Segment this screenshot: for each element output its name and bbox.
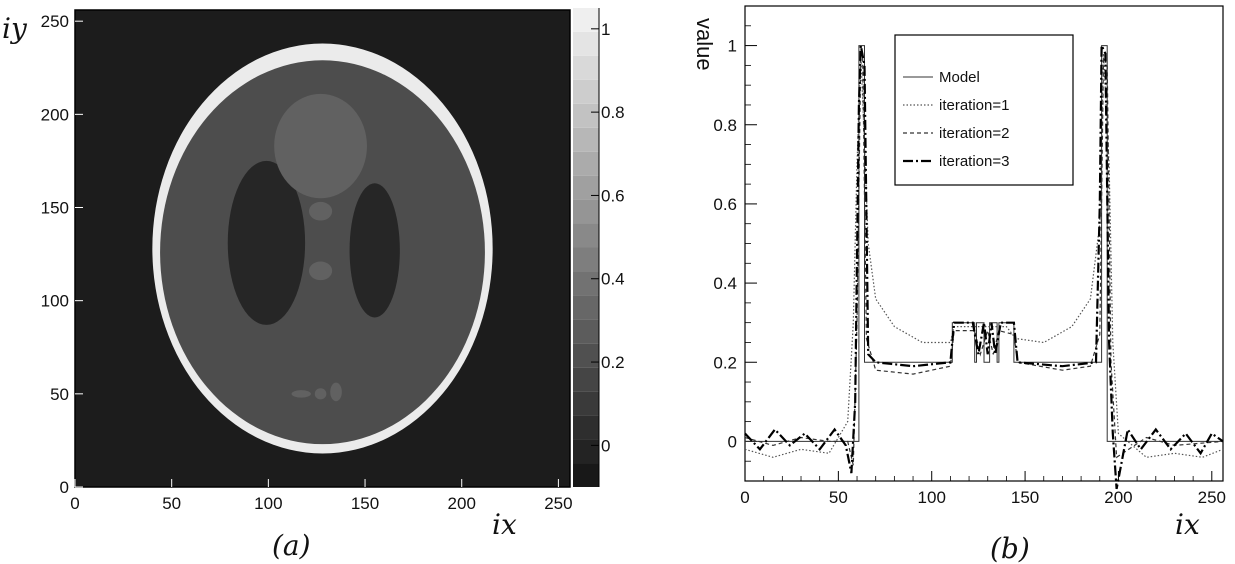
- line-x-tick-label: 150: [1011, 488, 1039, 507]
- colorbar-segment: [573, 175, 599, 200]
- colorbar-segment: [573, 151, 599, 176]
- colorbar-segment: [573, 79, 599, 104]
- heatmap-x-tick-label: 200: [448, 494, 476, 513]
- line-x-tick-label: 50: [829, 488, 848, 507]
- heatmap-xlabel: ix: [492, 508, 517, 541]
- series-line-4: [744, 45, 1224, 490]
- heatmap-feature-8: [314, 388, 327, 400]
- colorbar-segment: [573, 223, 599, 248]
- heatmap-y-tick-label: 200: [41, 105, 69, 124]
- series-line-3: [744, 53, 1224, 466]
- heatmap-feature-3: [349, 183, 400, 318]
- line-xlabel: ix: [1175, 508, 1200, 541]
- colorbar-segment: [573, 31, 599, 56]
- colorbar-segment: [573, 439, 599, 464]
- colorbar-tick-label: 0: [601, 436, 610, 455]
- line-x-ticks: 0 50 100 150 200 250: [740, 471, 1226, 507]
- heatmap-ylabel: iy: [2, 12, 28, 45]
- line-y-tick-label: 0: [728, 432, 737, 451]
- colorbar-tick-label: 0.6: [601, 186, 625, 205]
- line-ylabel: value: [692, 18, 717, 71]
- heatmap-feature-5: [308, 201, 333, 221]
- line-y-tick-label: 1: [728, 37, 737, 56]
- heatmap-feature-4: [274, 93, 367, 199]
- heatmap-y-ticks: 0 50 100 150 200 250: [41, 12, 83, 497]
- heatmap-shapes: [152, 43, 493, 454]
- colorbar-segment: [573, 415, 599, 440]
- heatmap-y-tick-label: 150: [41, 199, 69, 218]
- colorbar-segment: [573, 391, 599, 416]
- line-y-tick-label: 0.8: [713, 116, 737, 135]
- line-y-tick-label: 0.4: [713, 274, 737, 293]
- heatmap-y-tick-label: 50: [50, 385, 69, 404]
- legend-items: Model iteration=1 iteration=2 iteration=3: [903, 69, 1009, 170]
- heatmap-feature-7: [291, 390, 311, 398]
- heatmap-x-ticks: 0 50 100 150 200 250: [70, 479, 573, 513]
- heatmap-x-tick-label: 250: [544, 494, 572, 513]
- legend-label: iteration=3: [939, 153, 1009, 170]
- colorbar-segment: [573, 295, 599, 320]
- heatmap-x-tick-label: 150: [351, 494, 379, 513]
- colorbar-segment: [573, 343, 599, 368]
- heatmap-feature-1: [160, 60, 485, 445]
- line-x-tick-label: 0: [740, 488, 749, 507]
- colorbar-segment: [573, 103, 599, 128]
- heatmap-y-tick-label: 250: [41, 12, 69, 31]
- colorbar-tick-label: 0.2: [601, 353, 625, 372]
- colorbar-segment: [573, 271, 599, 296]
- line-y-ticks: 0 0.2 0.4 0.6 0.8 1: [713, 25, 757, 482]
- colorbar-segment: [573, 55, 599, 80]
- colorbar-tick-label: 1: [601, 20, 610, 39]
- heatmap-feature-6: [308, 261, 333, 281]
- colorbar-segment: [573, 319, 599, 344]
- heatmap-y-tick-label: 0: [60, 478, 69, 497]
- legend: Model iteration=1 iteration=2 iteration=3: [894, 34, 1074, 186]
- colorbar-segment: [573, 247, 599, 272]
- heatmap-x-tick-label: 50: [162, 494, 181, 513]
- heatmap-feature-9: [330, 382, 342, 402]
- legend-label: iteration=2: [939, 125, 1009, 142]
- caption-b: (b): [990, 532, 1030, 564]
- line-x-tick-label: 200: [1104, 488, 1132, 507]
- panel-b: 0 50 100 150 200 250 00.20.40.60.81 value ix …: [692, 5, 1226, 564]
- heatmap-y-tick-label: 100: [41, 292, 69, 311]
- heatmap-feature-2: [227, 160, 306, 325]
- line-y-tick-label: 0.6: [713, 195, 737, 214]
- colorbar-segment: [573, 463, 599, 487]
- line-x-tick-label: 100: [918, 488, 946, 507]
- colorbar-tick-label: 0.8: [601, 103, 625, 122]
- colorbar-tick-label: 0.4: [601, 270, 625, 289]
- colorbar-segment: [573, 127, 599, 152]
- legend-label: iteration=1: [939, 97, 1009, 114]
- heatmap-x-tick-label: 100: [254, 494, 282, 513]
- colorbar-ticks: 0 0.2 0.4 0.6 0.8 1: [591, 20, 625, 455]
- colorbar-segment: [573, 199, 599, 224]
- colorbar: [573, 8, 600, 487]
- line-y-tick-label: 0.2: [713, 353, 737, 372]
- legend-label: Model: [939, 69, 980, 86]
- heatmap-x-tick-label: 0: [70, 494, 79, 513]
- line-series: [744, 45, 1224, 490]
- line-x-tick-label: 250: [1198, 488, 1226, 507]
- colorbar-segment: [573, 367, 599, 392]
- caption-a: (a): [272, 529, 311, 562]
- colorbar-segment: [573, 8, 599, 32]
